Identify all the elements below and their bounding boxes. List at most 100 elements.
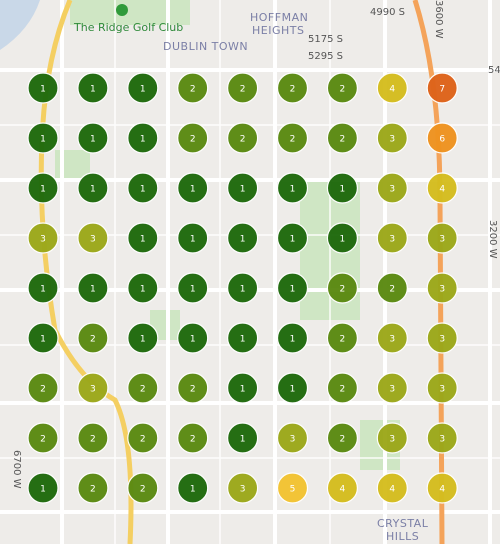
cell-count: 1 (340, 185, 346, 195)
cell-count: 2 (140, 435, 146, 445)
cell-marker (77, 422, 109, 454)
cell-marker (77, 472, 109, 504)
cell-count: 1 (190, 335, 196, 345)
cell-count: 1 (40, 85, 46, 95)
cell-marker (426, 322, 458, 354)
cell-count: 3 (389, 385, 395, 395)
cell-marker (276, 222, 309, 254)
cell-count: 2 (190, 135, 196, 145)
cell-count: 3 (240, 485, 246, 495)
cell-marker (376, 72, 408, 104)
cell-count: 1 (90, 85, 96, 95)
cell-marker (177, 472, 209, 504)
cell-count: 1 (240, 285, 246, 295)
cell-count: 1 (290, 385, 296, 395)
cell-count: 3 (389, 185, 395, 195)
street-label: 3200 W (487, 220, 498, 259)
cell-marker (27, 322, 59, 354)
cell-marker (177, 122, 209, 154)
cell-marker (326, 472, 358, 504)
cell-count: 3 (90, 235, 96, 245)
cell-marker (326, 372, 358, 404)
place-label: The Ridge Golf Club (73, 21, 183, 34)
cell-marker (177, 372, 209, 404)
cell-marker (77, 172, 109, 204)
cell-marker (77, 372, 109, 404)
cell-marker (227, 122, 259, 154)
cell-count: 3 (389, 335, 395, 345)
cell-count: 3 (389, 235, 395, 245)
cell-count: 1 (40, 485, 46, 495)
cell-marker (326, 422, 358, 454)
cell-marker (227, 422, 259, 454)
cell-grid: 1 1 1 2 2 2 2 4 7 1 1 1 2 2 2 2 3 6 1 1 1 1 1 1 1 3 4 3 3 1 1 1 1 1 3 3 1 1 1 1… (27, 72, 458, 504)
cell-count: 2 (240, 135, 246, 145)
cell-marker (276, 422, 309, 454)
cell-count: 2 (40, 435, 46, 445)
cell-count: 2 (190, 85, 196, 95)
cell-count: 2 (40, 385, 46, 395)
cell-marker (326, 322, 358, 354)
cell-marker (27, 422, 59, 454)
cell-marker (376, 122, 408, 154)
cell-count: 1 (240, 235, 246, 245)
cell-count: 1 (290, 185, 296, 195)
street-label: 3600 W (433, 0, 444, 39)
cell-marker (127, 372, 159, 404)
cell-count: 1 (140, 135, 146, 145)
cell-marker (177, 422, 209, 454)
place-label: DUBLIN TOWN (163, 40, 248, 53)
street-label: 54 (488, 65, 500, 76)
cell-count: 3 (439, 235, 445, 245)
cell-marker (77, 272, 109, 304)
cell-marker (376, 172, 408, 204)
cell-count: 2 (389, 285, 395, 295)
cell-count: 2 (90, 485, 96, 495)
cell-count: 1 (40, 335, 46, 345)
cell-marker (127, 172, 159, 204)
cell-count: 1 (90, 135, 96, 145)
street-label: 5295 S (308, 51, 343, 62)
cell-marker (177, 322, 209, 354)
cell-count: 1 (140, 285, 146, 295)
cell-count: 3 (439, 385, 445, 395)
cell-marker (127, 72, 159, 104)
cell-count: 1 (290, 335, 296, 345)
place-label: CRYSTAL (377, 517, 429, 530)
water (0, 0, 40, 50)
cell-count: 3 (90, 385, 96, 395)
poi-icon (116, 4, 128, 16)
place-label: HILLS (386, 530, 419, 543)
cell-count: 7 (439, 85, 445, 95)
cell-marker (127, 122, 159, 154)
cell-count: 1 (190, 185, 196, 195)
cell-count: 3 (439, 285, 445, 295)
cell-marker (276, 72, 309, 104)
cell-marker (376, 422, 408, 454)
cell-count: 1 (140, 235, 146, 245)
cell-count: 3 (389, 435, 395, 445)
cell-marker (227, 472, 259, 504)
cell-marker (177, 222, 209, 254)
cell-marker (376, 222, 408, 254)
cell-marker (426, 422, 458, 454)
cell-count: 2 (290, 85, 296, 95)
cell-count: 2 (190, 435, 196, 445)
cell-marker (177, 72, 209, 104)
cell-marker (276, 472, 309, 504)
cell-count: 2 (340, 85, 346, 95)
cell-count: 1 (140, 185, 146, 195)
cell-count: 3 (40, 235, 46, 245)
cell-count: 1 (290, 285, 296, 295)
cell-marker (177, 272, 209, 304)
cell-count: 3 (439, 435, 445, 445)
cell-marker (326, 172, 358, 204)
place-label: HOFFMAN (250, 11, 308, 24)
cell-marker (326, 272, 358, 304)
cell-count: 1 (40, 135, 46, 145)
cell-count: 5 (290, 485, 296, 495)
cell-count: 1 (190, 285, 196, 295)
cell-count: 2 (190, 385, 196, 395)
cell-marker (376, 472, 408, 504)
cell-count: 6 (439, 135, 445, 145)
